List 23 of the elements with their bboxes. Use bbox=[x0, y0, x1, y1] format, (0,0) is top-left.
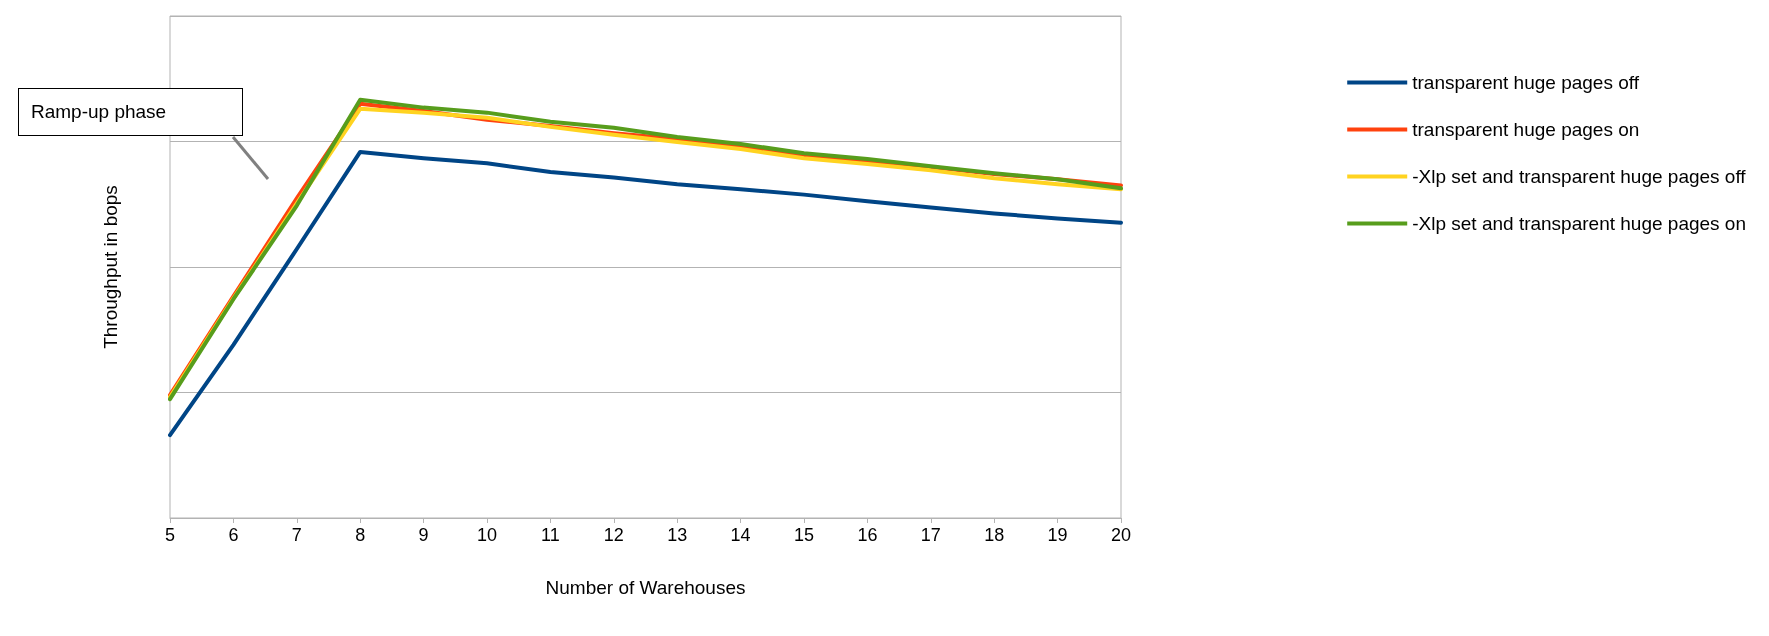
legend-label: -Xlp set and transparent huge pages on bbox=[1412, 213, 1747, 234]
x-axis-title: Number of Warehouses bbox=[545, 577, 746, 598]
x-tick-label: 8 bbox=[355, 525, 366, 545]
x-tick-label: 14 bbox=[730, 525, 751, 545]
x-tick-label: 13 bbox=[667, 525, 688, 545]
callout: Ramp-up phase bbox=[18, 88, 270, 181]
x-tick-label: 19 bbox=[1047, 525, 1068, 545]
x-tick-label: 18 bbox=[984, 525, 1005, 545]
x-tick-label: 17 bbox=[920, 525, 941, 545]
y-axis-title: Throughput in bops bbox=[100, 185, 121, 349]
x-tick-label: 16 bbox=[857, 525, 878, 545]
legend-label: transparent huge pages on bbox=[1412, 119, 1640, 140]
x-tick-label: 7 bbox=[291, 525, 302, 545]
legend-label: -Xlp set and transparent huge pages off bbox=[1412, 166, 1747, 187]
x-tick-label: 15 bbox=[793, 525, 815, 545]
x-tick-label: 6 bbox=[228, 525, 239, 545]
x-tick-label: 20 bbox=[1110, 525, 1132, 545]
x-tick-label: 12 bbox=[603, 525, 624, 545]
x-tick-label: 10 bbox=[476, 525, 498, 545]
legend-label: transparent huge pages off bbox=[1412, 72, 1640, 93]
x-tick-label: 5 bbox=[164, 525, 176, 545]
x-tick-label: 9 bbox=[418, 525, 429, 545]
x-tick-label: 11 bbox=[541, 525, 560, 545]
